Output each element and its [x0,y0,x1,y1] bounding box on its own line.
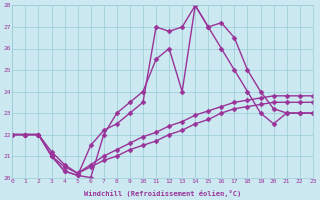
X-axis label: Windchill (Refroidissement éolien,°C): Windchill (Refroidissement éolien,°C) [84,190,241,197]
